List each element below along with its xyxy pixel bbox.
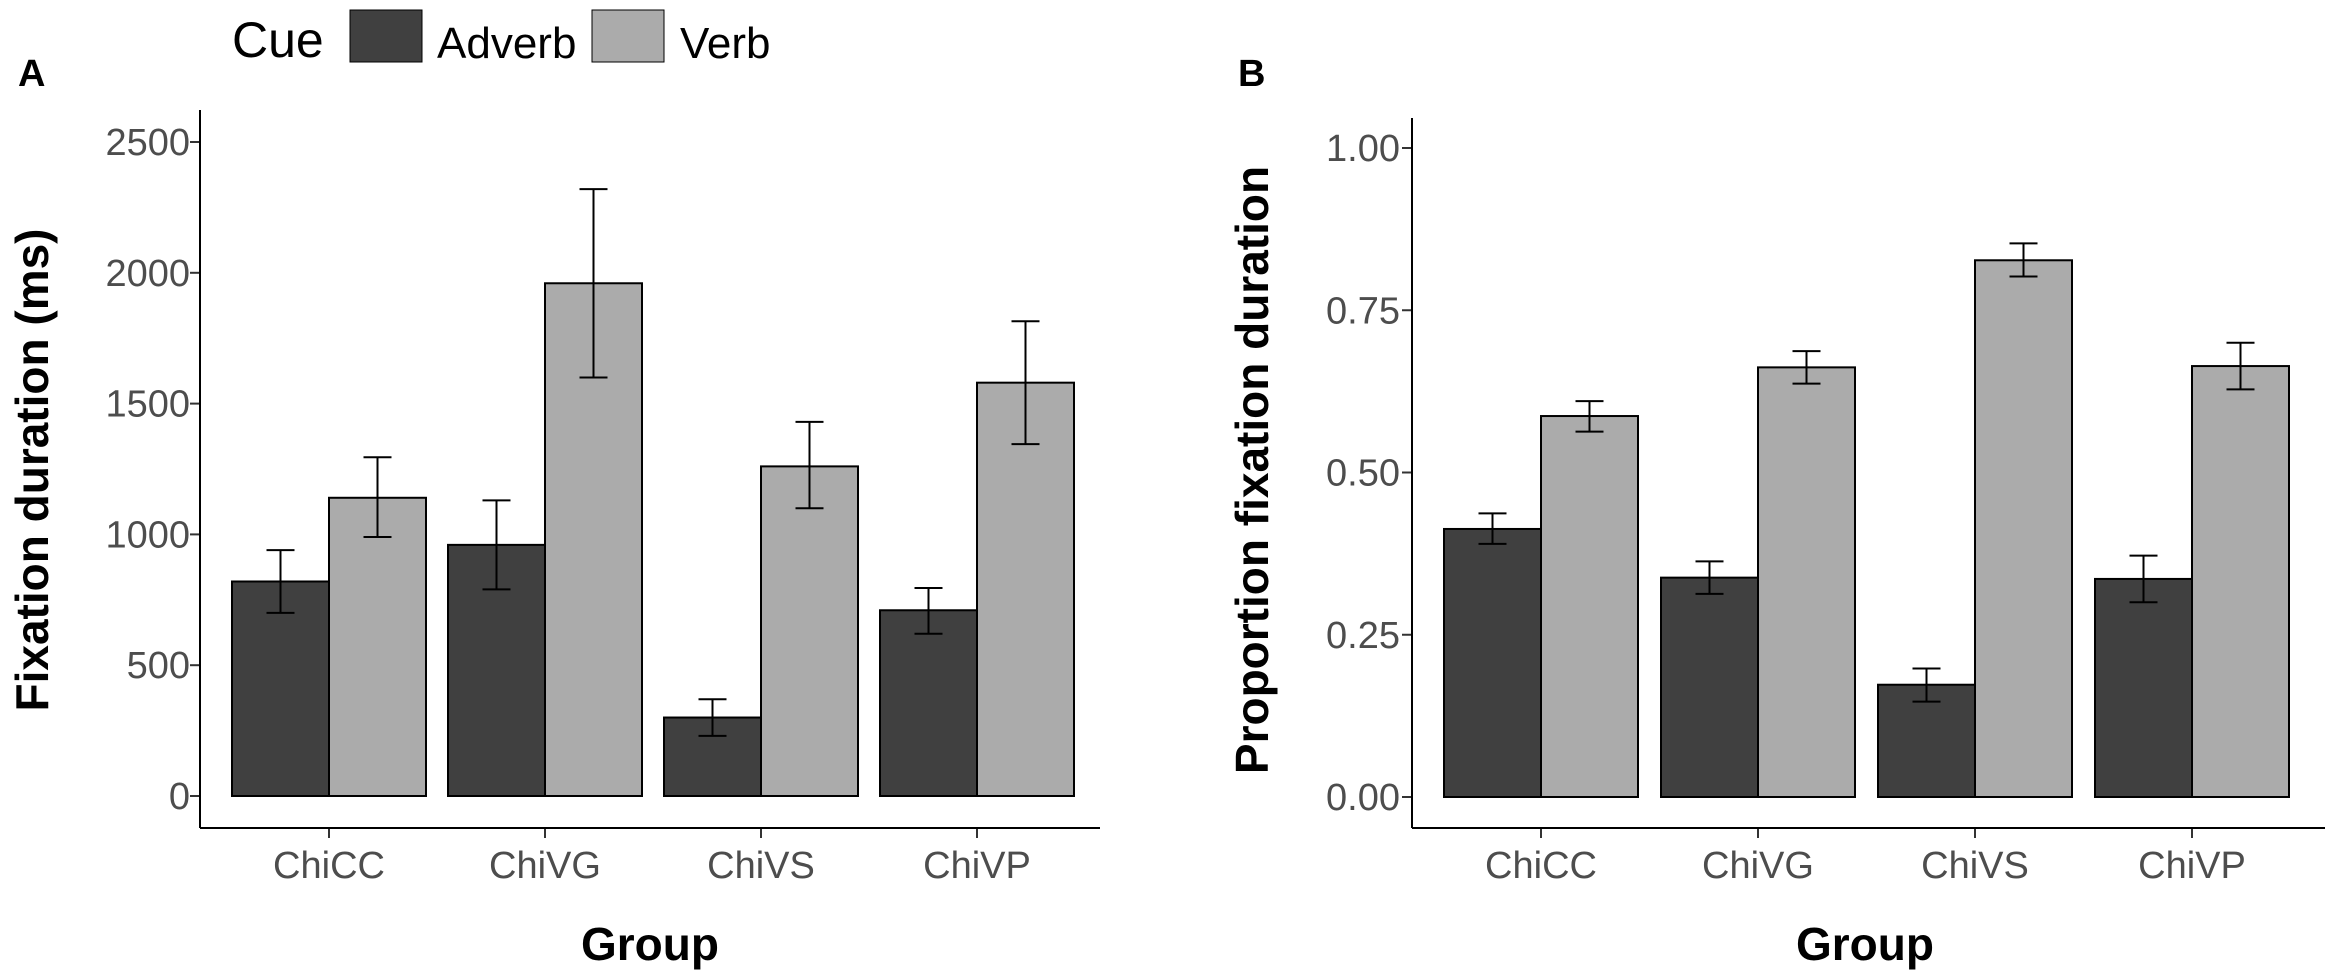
panel-b-bar-chicc-adverb: [1443, 527, 1542, 798]
panel-a-y-tick-label-1: 500: [127, 645, 190, 687]
panel-b-x-tick-label-chivp: ChiVP: [2138, 845, 2246, 887]
panel-b-label: B: [1238, 53, 1265, 95]
panel-b-chart: B Proportion fixation duration Group 0.0…: [1226, 53, 2325, 970]
panel-b-error-bar-chivp-verb: [2226, 341, 2255, 391]
panel-b-x-axis-title: Group: [1796, 918, 1934, 970]
panel-a-error-bar-chivs-adverb: [698, 698, 727, 737]
legend-swatch-adverb: [349, 9, 423, 63]
panel-b-error-bar-chivg-verb: [1792, 350, 1821, 385]
legend-label-verb: Verb: [680, 19, 771, 68]
panel-b-y-tick-label-3: 0.75: [1326, 290, 1400, 332]
panel-a-y-tick-label-4: 2000: [105, 253, 190, 295]
panel-a-bar-chivs-verb: [760, 465, 859, 797]
panel-a-error-bar-chivg-adverb: [482, 499, 511, 591]
panel-a-x-tick-label-chicc: ChiCC: [273, 845, 385, 887]
legend-title: Cue: [232, 12, 324, 68]
panel-a-chart: A Fixation duration (ms) Group 0 500 1000 1…: [6, 53, 1100, 970]
panel-a-x-tick-label-chivs: ChiVS: [707, 845, 815, 887]
panel-b-x-tick-label-chivs: ChiVS: [1921, 845, 2029, 887]
panel-b-error-bar-chivp-adverb: [2129, 554, 2158, 604]
panel-b-bar-chivg-adverb: [1660, 576, 1759, 798]
panel-b-bar-chicc-verb: [1540, 415, 1639, 798]
panel-b-x-tick-label-chicc: ChiCC: [1485, 845, 1597, 887]
panel-a-error-bar-chivp-verb: [1011, 320, 1040, 446]
panel-b-y-tick-label-2: 0.50: [1326, 453, 1400, 495]
panel-a-x-axis-title: Group: [581, 918, 719, 970]
panel-a-bar-chicc-verb: [328, 496, 427, 797]
panel-a-x-tick-label-chivg: ChiVG: [489, 845, 601, 887]
panel-b-bar-chivs-verb: [1974, 259, 2073, 799]
panel-a-error-bar-chivg-verb: [579, 188, 608, 379]
panel-b-bar-chivp-verb: [2191, 365, 2290, 798]
panel-b-plot-area: 0.00 0.25 0.50 0.75 1.00 ChiCC ChiVG ChiVS ChiVP: [1326, 118, 2325, 887]
panel-a-y-tick-label-5: 2500: [105, 122, 190, 164]
panel-b-y-tick-label-4: 1.00: [1326, 128, 1400, 170]
panel-b-error-bar-chicc-verb: [1575, 400, 1604, 433]
panel-b-error-bar-chivs-verb: [2009, 242, 2038, 278]
panel-a-bar-chivp-verb: [976, 381, 1075, 797]
legend-label-adverb: Adverb: [437, 19, 576, 68]
panel-a-bar-chivp-adverb: [879, 609, 978, 797]
legend: Cue Adverb Verb: [232, 9, 771, 68]
panel-a-y-tick-label-2: 1000: [105, 514, 190, 556]
panel-b-y-tick-label-0: 0.00: [1326, 777, 1400, 819]
panel-a-plot-area: 0 500 1000 1500 2000 2500 ChiCC ChiVG ChiVS ChiVP: [105, 110, 1100, 887]
panel-a-error-bar-chivp-adverb: [914, 587, 943, 635]
panel-b-error-bar-chivs-adverb: [1912, 667, 1941, 703]
panel-a-error-bar-chicc-adverb: [266, 549, 295, 614]
panel-b-error-bar-chivg-adverb: [1695, 560, 1724, 595]
panel-a-error-bar-chicc-verb: [363, 456, 392, 539]
panel-a-x-tick-label-chivp: ChiVP: [923, 845, 1031, 887]
panel-a-bar-chicc-adverb: [231, 580, 330, 797]
panel-a-y-tick-label-3: 1500: [105, 384, 190, 426]
panel-b-y-tick-label-1: 0.25: [1326, 615, 1400, 657]
panel-b-x-tick-label-chivg: ChiVG: [1702, 845, 1814, 887]
panel-a-label: A: [18, 53, 45, 95]
panel-a-y-tick-label-0: 0: [169, 776, 190, 818]
panel-b-error-bar-chicc-adverb: [1478, 512, 1507, 545]
panel-b-y-axis-title: Proportion fixation duration: [1226, 166, 1278, 774]
panel-a-error-bar-chivs-verb: [795, 420, 824, 510]
panel-b-bar-chivp-adverb: [2094, 577, 2193, 798]
legend-swatch-verb: [591, 9, 665, 63]
panel-b-bar-chivs-adverb: [1877, 683, 1976, 799]
panel-b-bar-chivg-verb: [1757, 366, 1856, 798]
panel-a-y-axis-title: Fixation duration (ms): [6, 229, 58, 712]
